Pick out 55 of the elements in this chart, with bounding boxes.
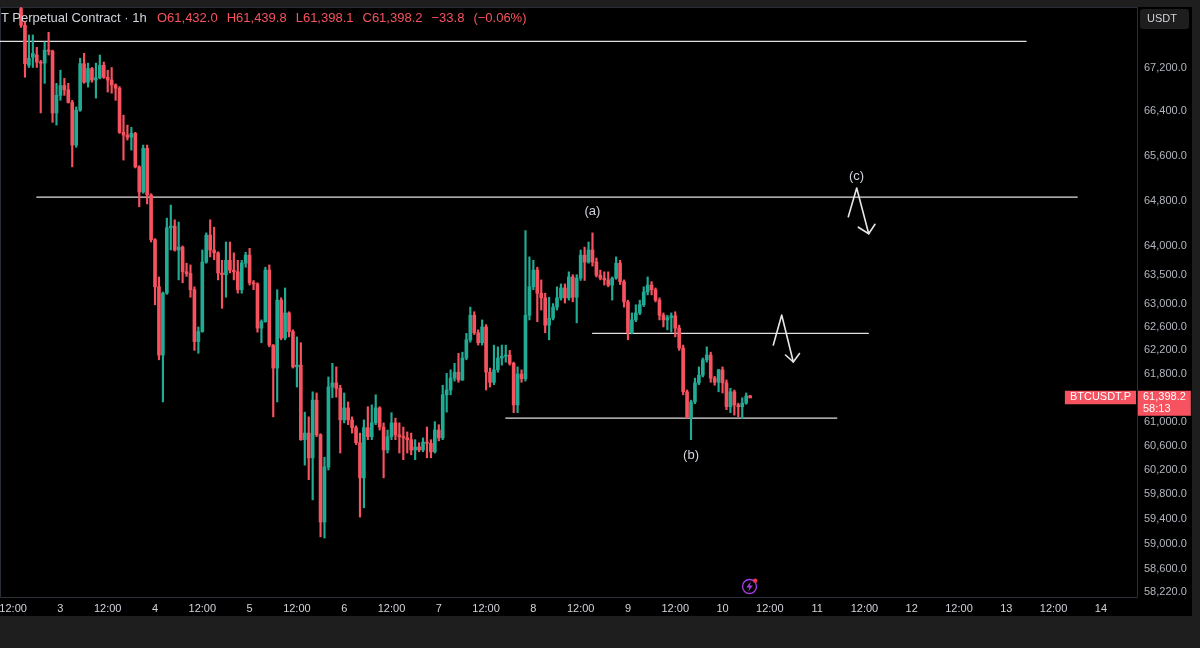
x-tick-label: 12:00 bbox=[283, 601, 311, 614]
y-tick-label: 59,400.0 bbox=[1144, 511, 1187, 524]
chart-subtitle: O61,432.0 H61,439.8 L61,398.1 C61,398.2 −33.8 (−0.06%) bbox=[156, 9, 527, 25]
y-tick-label: 63,000.0 bbox=[1144, 296, 1187, 309]
y-tick-label: 60,600.0 bbox=[1144, 438, 1187, 451]
x-tick-label: 9 bbox=[624, 601, 632, 614]
y-tick-label: 59,000.0 bbox=[1144, 536, 1187, 549]
y-tick-label: 61,800.0 bbox=[1144, 367, 1187, 380]
x-tick-label: 12:00 bbox=[472, 601, 500, 614]
x-tick-label: 12:00 bbox=[661, 601, 690, 614]
candlestick bbox=[224, 241, 228, 298]
x-tick-label: 6 bbox=[341, 601, 348, 614]
x-tick-label: 12:00 bbox=[566, 601, 595, 614]
candlestick bbox=[86, 62, 90, 88]
y-tick-label: 63,500.0 bbox=[1144, 267, 1187, 280]
x-tick-label: 5 bbox=[246, 601, 253, 614]
x-tick-label: 10 bbox=[716, 601, 729, 614]
x-tick-label: 3 bbox=[57, 601, 64, 614]
x-tick-label: 12:00 bbox=[377, 601, 406, 614]
annotation: BTCUSDT.P bbox=[1069, 390, 1132, 403]
x-tick-label: 12:00 bbox=[188, 601, 217, 614]
x-tick-label: 7 bbox=[435, 601, 442, 614]
x-tick-label: 11 bbox=[811, 601, 823, 614]
y-axis-title: USDT bbox=[1147, 12, 1178, 25]
text: 61,398.2 58:13 bbox=[1143, 390, 1186, 414]
y-tick-label: 61,000.0 bbox=[1144, 414, 1187, 427]
x-tick-label: 12:00 bbox=[93, 601, 122, 614]
candlestick bbox=[425, 426, 429, 459]
y-tick-label: 62,200.0 bbox=[1144, 343, 1187, 356]
y-tick-label: 60,200.0 bbox=[1144, 463, 1187, 475]
y-tick-label: 58,600.0 bbox=[1144, 561, 1187, 574]
x-tick-label: 13 bbox=[1000, 601, 1013, 614]
x-tick-label: 14 bbox=[1094, 601, 1108, 614]
y-tick-label: 64,800.0 bbox=[1144, 193, 1187, 206]
x-tick-label: 12:00 bbox=[850, 601, 879, 614]
x-tick-label: 8 bbox=[530, 601, 537, 614]
y-tick-label: 59,800.0 bbox=[1144, 487, 1187, 500]
y-tick-label: 64,000.0 bbox=[1144, 239, 1187, 252]
candlestick bbox=[492, 344, 496, 385]
x-tick-label: 12:00 bbox=[1039, 601, 1068, 614]
y-tick-label: 65,600.0 bbox=[1144, 148, 1187, 161]
annotation: (b) bbox=[683, 447, 699, 463]
x-tick-label: 12:00 bbox=[756, 601, 784, 614]
x-tick-label: 12:00 bbox=[0, 601, 27, 614]
y-tick-label: 58,220.0 bbox=[1144, 585, 1187, 598]
y-tick-label: 66,400.0 bbox=[1144, 104, 1187, 117]
annotation: (c) bbox=[848, 167, 865, 183]
annotation: (a) bbox=[584, 203, 601, 219]
x-tick-label: 12:00 bbox=[945, 601, 973, 614]
x-tick-label: 12 bbox=[905, 601, 918, 614]
x-tick-label: 4 bbox=[151, 601, 159, 614]
y-tick-label: 67,200.0 bbox=[1144, 60, 1187, 73]
candlestick bbox=[90, 67, 94, 83]
candlestick bbox=[421, 437, 425, 453]
y-tick-label: 62,600.0 bbox=[1144, 319, 1187, 332]
